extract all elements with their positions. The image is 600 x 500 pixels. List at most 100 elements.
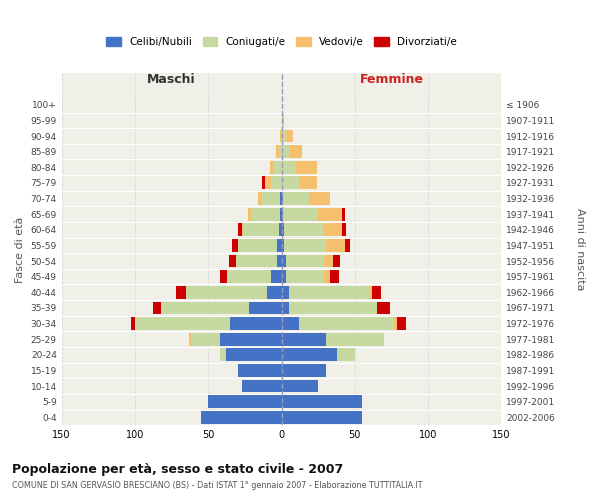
Bar [161,302,250,314]
Legend: Celibi/Nubili, Coniugati/e, Vedovi/e, Divorziati/e: Celibi/Nubili, Coniugati/e, Vedovi/e, Di… [106,36,457,46]
Bar [299,176,317,190]
Bar [238,224,242,236]
Bar [242,224,244,236]
Bar [281,348,337,361]
Bar [281,396,362,408]
Bar [341,224,346,236]
Bar [265,176,271,190]
Text: Femmine: Femmine [359,73,424,86]
Bar [271,176,281,190]
Bar [326,333,384,345]
Bar [280,208,281,220]
Bar [324,254,333,268]
Bar [281,114,283,127]
Bar [330,270,339,283]
Bar [377,302,390,314]
Bar [394,317,397,330]
Bar [286,254,324,268]
Bar [337,348,355,361]
Bar [281,145,289,158]
Bar [284,239,326,252]
Bar [341,208,344,220]
Bar [232,239,238,252]
Bar [281,161,296,173]
Bar [238,364,281,377]
Bar [242,380,281,392]
Y-axis label: Anni di nascita: Anni di nascita [575,208,585,290]
Bar [281,254,286,268]
Bar [236,254,277,268]
Bar [186,286,267,298]
Bar [191,333,220,345]
Bar [281,364,326,377]
Bar [281,411,362,424]
Bar [220,333,281,345]
Bar [397,317,406,330]
Bar [135,317,230,330]
Bar [152,302,161,314]
Bar [176,286,186,298]
Bar [208,396,281,408]
Bar [286,130,293,142]
Bar [244,224,278,236]
Bar [324,270,330,283]
Bar [281,208,283,220]
Bar [262,192,280,205]
Bar [250,302,281,314]
Bar [373,286,381,298]
Bar [227,270,271,283]
Bar [271,270,281,283]
Bar [274,161,281,173]
Bar [267,286,281,298]
Bar [289,145,302,158]
Bar [277,239,281,252]
Bar [299,317,394,330]
Bar [270,161,274,173]
Bar [281,302,289,314]
Bar [281,130,286,142]
Bar [344,239,350,252]
Bar [286,270,324,283]
Bar [289,286,370,298]
Bar [281,192,283,205]
Bar [318,208,341,220]
Bar [281,270,286,283]
Y-axis label: Fasce di età: Fasce di età [15,216,25,282]
Bar [281,239,284,252]
Bar [283,192,310,205]
Bar [230,317,281,330]
Bar [281,176,299,190]
Bar [248,208,251,220]
Bar [283,208,318,220]
Bar [370,286,373,298]
Bar [289,302,377,314]
Bar [281,333,326,345]
Bar [277,254,281,268]
Bar [280,130,281,142]
Bar [229,254,236,268]
Bar [275,145,278,158]
Text: Popolazione per età, sesso e stato civile - 2007: Popolazione per età, sesso e stato civil… [12,462,343,475]
Bar [326,239,344,252]
Bar [226,348,281,361]
Bar [283,114,284,127]
Text: Maschi: Maschi [147,73,196,86]
Bar [281,224,284,236]
Text: COMUNE DI SAN GERVASIO BRESCIANO (BS) - Dati ISTAT 1° gennaio 2007 - Elaborazion: COMUNE DI SAN GERVASIO BRESCIANO (BS) - … [12,481,422,490]
Bar [310,192,330,205]
Bar [281,286,289,298]
Bar [281,380,318,392]
Bar [189,333,191,345]
Bar [220,270,227,283]
Bar [220,348,226,361]
Bar [278,145,281,158]
Bar [284,224,323,236]
Bar [323,224,341,236]
Bar [238,239,277,252]
Bar [296,161,317,173]
Bar [262,176,265,190]
Bar [333,254,340,268]
Bar [281,317,299,330]
Bar [278,224,281,236]
Bar [131,317,135,330]
